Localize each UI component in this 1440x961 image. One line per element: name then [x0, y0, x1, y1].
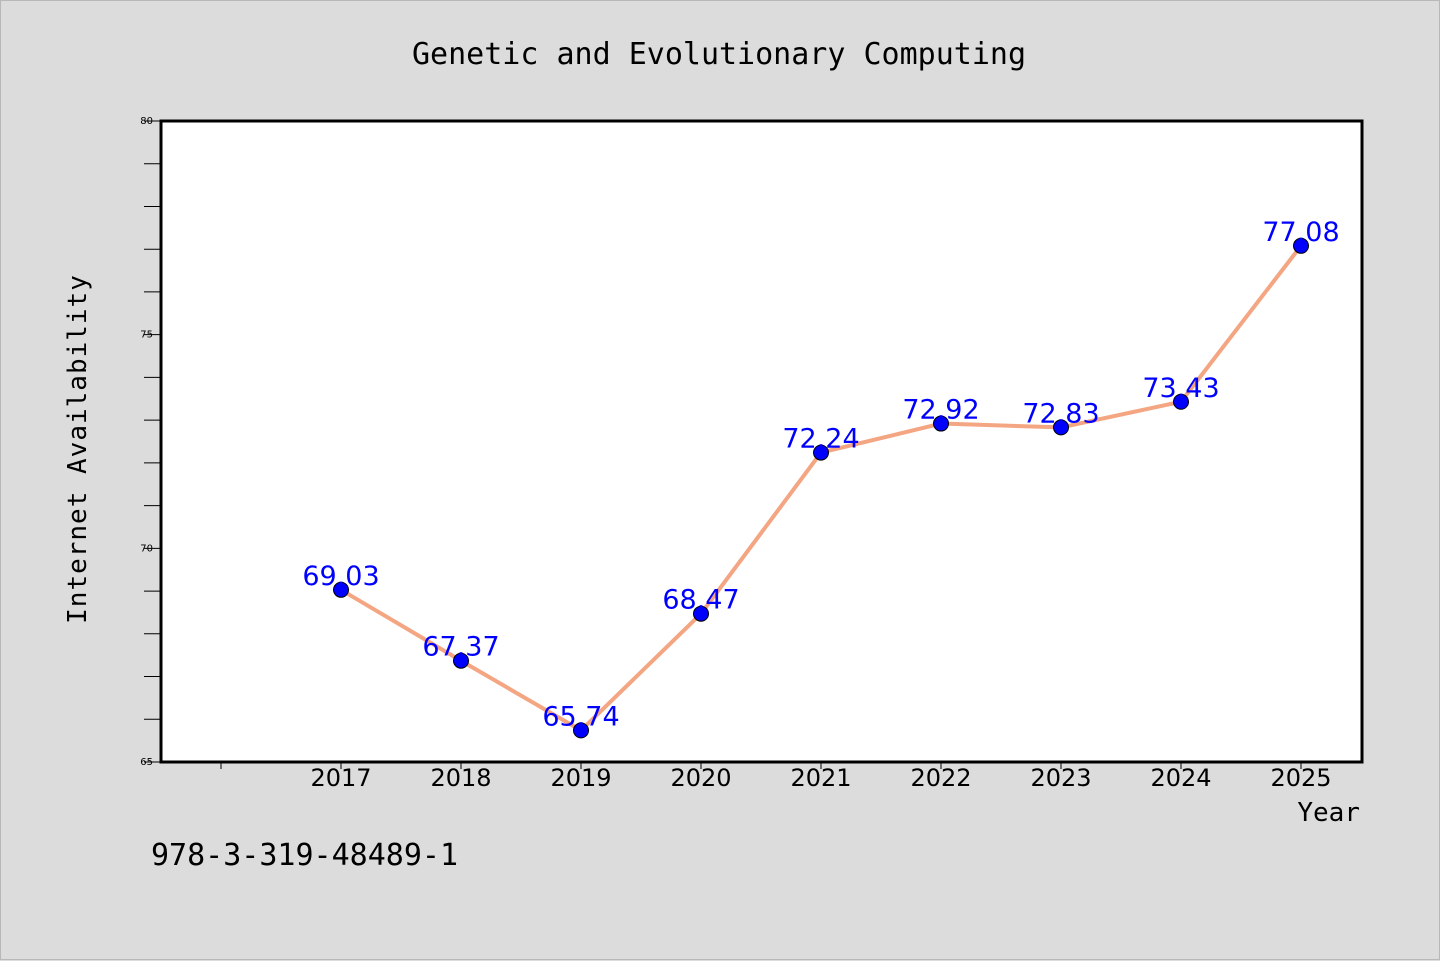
data-point-marker: [573, 722, 589, 739]
x-tick-label: 2021: [790, 764, 851, 792]
data-label: 72.24: [782, 424, 859, 455]
data-label: 68.47: [662, 585, 739, 616]
x-tick-label: 2025: [1270, 764, 1331, 792]
data-series: 69.03 67.37 65.74 68.47 72.24 72.92 72.83 73.43…: [302, 217, 1340, 739]
data-point-marker: [933, 415, 949, 432]
data-point-marker: [1053, 419, 1069, 436]
data-point-marker: [1173, 393, 1189, 410]
data-point-marker: [813, 444, 829, 461]
x-tick-label: 2019: [550, 764, 611, 792]
y-tick-label: 75: [140, 330, 153, 341]
footer-text: 978-3-319-48489-1: [151, 838, 458, 873]
y-tick-label: 70: [140, 543, 153, 554]
y-axis-ticks: 65 70 75 80: [140, 116, 161, 768]
data-label: 72.83: [1022, 398, 1099, 429]
x-tick-label: 2024: [1150, 764, 1211, 792]
data-point-marker: [1293, 237, 1309, 254]
x-axis-ticks: 2017 2018 2019 2020 2021 2022 2023 2024 2025: [220, 762, 1332, 792]
data-label: 72.92: [902, 395, 979, 426]
y-tick-label: 65: [140, 757, 153, 768]
data-label: 73.43: [1142, 373, 1219, 404]
x-axis-label: Year: [1297, 798, 1360, 828]
data-point-marker: [693, 605, 709, 622]
y-tick-label: 80: [140, 116, 153, 127]
data-label: 67.37: [422, 632, 499, 663]
data-point-marker: [333, 581, 349, 598]
x-tick-label: 2017: [310, 764, 371, 792]
data-label: 65.74: [542, 701, 619, 732]
x-tick-label: 2023: [1030, 764, 1091, 792]
x-tick-label: 2018: [430, 764, 491, 792]
plot-area: [159, 119, 1364, 764]
data-point-marker: [453, 652, 469, 669]
chart-title: Genetic and Evolutionary Computing: [412, 37, 1026, 72]
x-tick-label: 2022: [910, 764, 971, 792]
data-label: 69.03: [302, 561, 379, 592]
x-tick-label: 2020: [670, 764, 731, 792]
data-label: 77.08: [1262, 217, 1339, 248]
y-axis-label: Internet Availability: [63, 274, 93, 624]
